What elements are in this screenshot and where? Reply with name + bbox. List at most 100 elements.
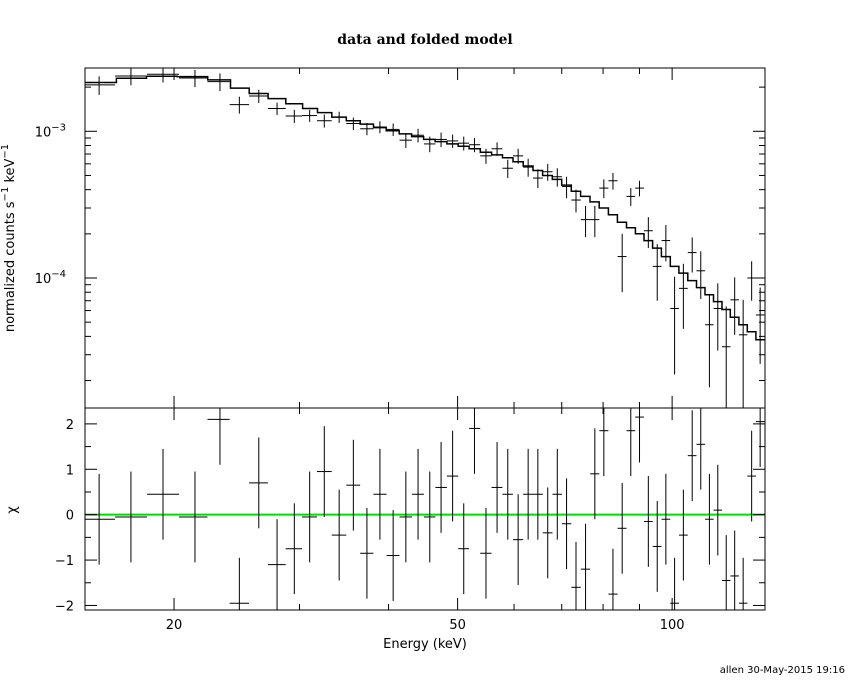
data-point: [755, 287, 765, 364]
bottom-y-tick-label: −1: [55, 554, 74, 569]
residual-point: [617, 482, 627, 574]
top-y-tick-base: 10: [35, 125, 52, 140]
residual-point: [532, 448, 543, 540]
residual-point: [267, 519, 286, 610]
residual-point: [229, 557, 250, 610]
top-data-layer: [85, 68, 765, 408]
residual-point: [146, 448, 179, 540]
residual-point: [747, 430, 756, 522]
residual-point: [316, 426, 332, 517]
top-y-axis-label-exp-1: −1: [0, 187, 11, 202]
data-point: [301, 109, 317, 122]
residual-point: [670, 557, 679, 610]
bottom-y-tick-label: −2: [55, 599, 74, 614]
data-point: [267, 102, 286, 116]
residual-point: [626, 408, 636, 477]
data-point: [435, 132, 447, 148]
residual-point: [301, 471, 317, 563]
top-y-tick-label: 10−4: [35, 269, 66, 287]
data-point: [316, 114, 332, 128]
residual-point: [360, 507, 374, 599]
data-point: [696, 251, 706, 299]
data-point: [285, 109, 302, 123]
residual-point: [561, 478, 572, 570]
x-tick-label: 20: [166, 618, 183, 633]
data-point: [652, 244, 662, 301]
data-point: [705, 293, 714, 388]
data-point: [661, 224, 671, 262]
top-plot-frame: [84, 67, 766, 409]
residual-point: [411, 448, 424, 540]
residual-point: [249, 437, 268, 529]
data-point: [331, 111, 347, 123]
top-y-axis-label-part-2: keV: [3, 158, 18, 186]
top-y-tick-exp: −3: [51, 122, 66, 133]
data-point: [670, 276, 679, 375]
data-point: [115, 68, 147, 86]
residual-point: [738, 557, 748, 610]
residual-point: [580, 523, 591, 610]
residual-point: [115, 471, 147, 563]
residual-point: [661, 473, 671, 565]
top-y-tick-exp: −4: [51, 269, 66, 280]
data-point: [399, 133, 412, 148]
residual-point: [178, 471, 208, 563]
residual-point: [552, 448, 562, 540]
x-axis-label: Energy (keV): [383, 637, 467, 652]
data-point: [512, 148, 524, 164]
bottom-ticks: 20 50 100 2 1 0 −1 −2: [55, 408, 765, 633]
data-point: [532, 169, 543, 189]
residual-data-layer: [85, 408, 765, 610]
data-point: [360, 122, 374, 136]
top-y-axis-label-exp-2: −1: [0, 144, 11, 159]
data-point: [423, 136, 436, 153]
data-point: [373, 121, 387, 134]
residual-point: [705, 473, 714, 565]
top-ticks: 10−310−4: [35, 68, 765, 408]
bottom-y-tick-label: 0: [66, 509, 74, 524]
top-y-axis-label: normalized counts s−1 keV−1: [0, 144, 18, 332]
data-point: [346, 117, 361, 131]
data-point: [386, 123, 400, 136]
data-point: [608, 172, 618, 190]
data-point: [580, 205, 591, 238]
data-point: [552, 168, 562, 187]
bottom-y-tick-label: 1: [66, 463, 74, 478]
data-point: [747, 261, 756, 301]
data-point: [713, 283, 723, 351]
residual-point: [635, 408, 644, 463]
top-model-layer: [85, 75, 765, 341]
top-y-tick-base: 10: [35, 272, 52, 287]
data-point: [635, 180, 644, 197]
residual-point: [696, 408, 706, 490]
data-point: [249, 89, 268, 103]
residual-point: [458, 503, 470, 595]
data-point: [85, 76, 116, 95]
residual-point: [722, 535, 731, 610]
residual-point: [331, 489, 347, 581]
chart-title: data and folded model: [337, 32, 512, 48]
data-point: [687, 237, 697, 273]
data-point: [590, 205, 600, 238]
residual-point: [469, 408, 481, 474]
residual-point: [85, 473, 116, 565]
data-point: [571, 189, 581, 213]
residual-point: [730, 530, 739, 610]
data-point: [730, 277, 739, 335]
top-y-axis-label-part-1: normalized counts s: [3, 201, 18, 332]
residual-point: [652, 501, 662, 592]
data-point: [178, 69, 208, 88]
data-point: [678, 263, 688, 329]
x-tick-label: 100: [660, 618, 685, 633]
footer-timestamp: allen 30-May-2015 19:16: [720, 665, 845, 676]
data-point: [738, 299, 748, 408]
residual-point: [373, 448, 387, 540]
residual-point: [571, 541, 581, 610]
residual-point: [599, 408, 609, 477]
x-tick-label: 50: [449, 618, 466, 633]
residual-point: [523, 448, 533, 540]
data-point: [626, 188, 636, 206]
residual-point: [446, 430, 459, 522]
data-point: [458, 136, 470, 151]
folded-model-step-line: [85, 75, 765, 341]
